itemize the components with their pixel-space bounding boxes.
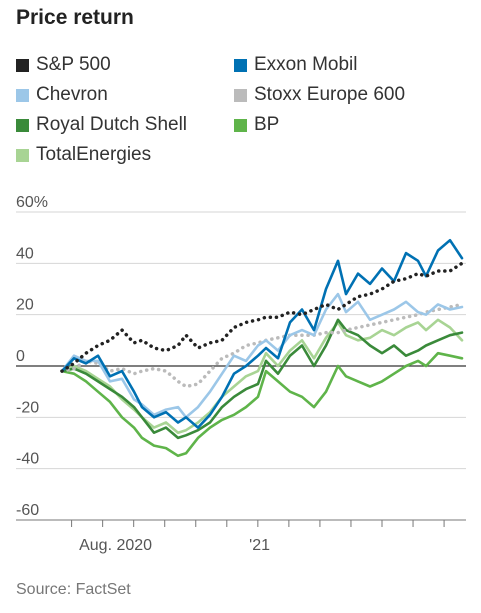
legend-label: Exxon Mobil	[254, 54, 358, 75]
series-line-chevron	[60, 292, 464, 419]
legend-swatch	[234, 118, 247, 132]
source-note: Source: FactSet	[16, 581, 131, 598]
y-tick-label: 20	[16, 297, 34, 314]
legend-swatch	[16, 148, 29, 162]
legend-label: TotalEnergies	[36, 144, 152, 165]
legend-item-chevron: Chevron	[16, 84, 108, 106]
legend-swatch	[16, 88, 29, 102]
y-tick-label: 40	[16, 245, 34, 262]
y-tick-label: 60%	[16, 194, 48, 211]
legend-item-bp: BP	[234, 114, 279, 136]
series-line-royal-dutch-shell	[60, 318, 464, 440]
y-tick-label: 0	[16, 348, 25, 365]
series-lines	[60, 238, 464, 458]
legend-label: Royal Dutch Shell	[36, 114, 188, 135]
y-tick-label: -20	[16, 399, 39, 416]
legend-item-total: TotalEnergies	[16, 144, 151, 166]
x-tick-label: '21	[249, 537, 270, 554]
legend-swatch	[234, 88, 247, 102]
legend-label: S&P 500	[36, 54, 111, 75]
legend-item-stoxx: Stoxx Europe 600	[234, 84, 405, 106]
legend-item-exxon: Exxon Mobil	[234, 54, 358, 76]
chart-title: Price return	[16, 6, 134, 29]
legend-item-sp500: S&P 500	[16, 54, 111, 76]
y-tick-label: -60	[16, 502, 39, 519]
series-line-exxon-mobil	[60, 238, 464, 429]
legend-label: Chevron	[36, 84, 108, 105]
y-tick-label: -40	[16, 451, 39, 468]
legend-swatch	[16, 58, 29, 72]
x-axis: Aug. 2020 '21	[16, 519, 466, 554]
line-chart: 60% 40 20 0 -20 -40 -60 Aug. 2020 '21	[16, 194, 466, 554]
series-line-totalenergies	[60, 318, 464, 434]
legend-swatch	[16, 118, 29, 132]
legend-swatch	[234, 58, 247, 72]
legend-label: BP	[254, 114, 280, 135]
legend-label: Stoxx Europe 600	[254, 84, 406, 105]
series-line-stoxx-europe-600	[60, 302, 464, 389]
gridlines	[16, 211, 466, 521]
legend-item-shell: Royal Dutch Shell	[16, 114, 187, 136]
x-tick-label: Aug. 2020	[79, 537, 152, 554]
y-axis-labels: 60% 40 20 0 -20 -40 -60	[16, 194, 48, 519]
series-line-bp	[60, 351, 464, 458]
